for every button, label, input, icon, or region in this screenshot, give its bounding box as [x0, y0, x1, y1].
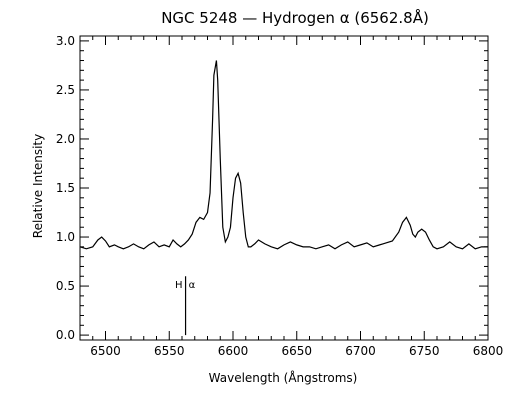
y-tick-label: 2.0	[56, 132, 75, 146]
y-axis: 0.0 0.5 1.0 1.5 2.0 2.5 3.0	[56, 34, 488, 342]
y-tick-label: 0.5	[56, 279, 75, 293]
x-tick-label: 6500	[90, 344, 121, 358]
y-tick-label: 1.0	[56, 230, 75, 244]
x-tick-label: 6750	[409, 344, 440, 358]
chart-title: NGC 5248 — Hydrogen α (6562.8Å)	[161, 8, 429, 27]
x-axis: 6500 6550 6600 6650 6700 6750 6800	[90, 36, 503, 358]
y-tick-label: 2.5	[56, 83, 75, 97]
plot-frame	[79, 35, 489, 341]
spectrum-series-line	[79, 60, 488, 250]
h-alpha-label-greek: α	[189, 280, 196, 291]
x-axis-label: Wavelength (Ångstroms)	[209, 370, 358, 385]
x-tick-label: 6550	[154, 344, 185, 358]
x-tick-label: 6700	[345, 344, 376, 358]
x-tick-label: 6650	[281, 344, 312, 358]
x-tick-label: 6800	[473, 344, 504, 358]
y-tick-label: 0.0	[56, 328, 75, 342]
y-tick-label: 1.5	[56, 181, 75, 195]
y-axis-label: Relative Intensity	[31, 134, 45, 238]
x-tick-label: 6600	[218, 344, 249, 358]
h-alpha-label-element: H	[175, 280, 183, 291]
plot-area: 6500 6550 6600 6650 6700 6750 6800 0.0 0.5 1.0 1.…	[56, 34, 503, 358]
y-tick-label: 3.0	[56, 34, 75, 48]
